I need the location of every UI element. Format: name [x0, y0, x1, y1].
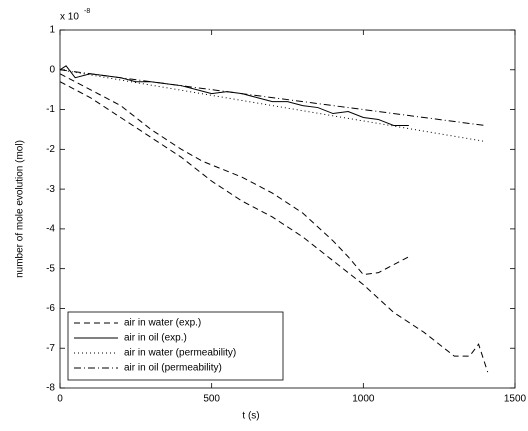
legend-box [67, 311, 284, 381]
x-tick-label: 1500 [504, 394, 527, 405]
series-line [59, 65, 409, 126]
legend-label: air in oil (exp.) [124, 333, 187, 344]
y-tick-label: 0 [49, 64, 55, 75]
y-tick-label: -8 [46, 383, 55, 394]
y-multiplier-base: x 10 [60, 12, 79, 23]
legend-label: air in oil (permeability) [124, 363, 222, 374]
series-line [59, 69, 485, 142]
x-tick-label: 1000 [352, 394, 375, 405]
legend-label: air in water (exp.) [124, 318, 201, 329]
y-tick-label: -1 [46, 104, 55, 115]
y-tick-label: -7 [46, 343, 55, 354]
y-tick-label: -6 [46, 303, 55, 314]
plot-frame [59, 29, 516, 389]
series-line [59, 81, 489, 373]
series-line [59, 69, 485, 126]
y-tick-label: -5 [46, 263, 55, 274]
legend-label: air in water (permeability) [124, 348, 236, 359]
y-tick-label: -4 [46, 224, 55, 235]
y-tick-label: -2 [46, 144, 55, 155]
y-tick-label: -3 [46, 184, 55, 195]
series-line [59, 73, 410, 276]
y-tick-label: 1 [49, 25, 55, 36]
x-axis-label: t (s) [242, 411, 259, 422]
x-tick-label: 0 [57, 394, 63, 405]
y-axis-label: number of mole evolution (mol) [15, 140, 26, 278]
y-multiplier-exponent: -8 [84, 8, 90, 15]
x-tick-label: 500 [203, 394, 220, 405]
